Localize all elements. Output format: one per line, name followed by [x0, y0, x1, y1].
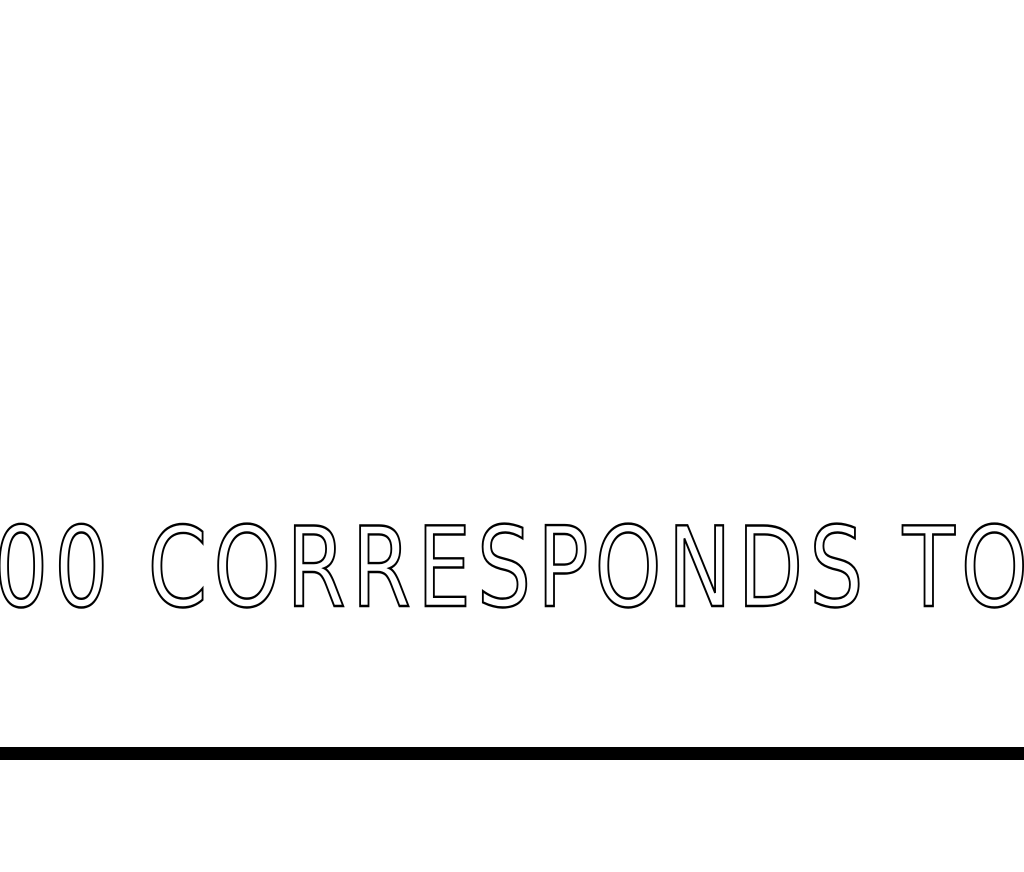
drawing-note-text: 00 CORRESPONDS TO: [0, 504, 1024, 633]
border-rule-line: [0, 747, 1024, 760]
